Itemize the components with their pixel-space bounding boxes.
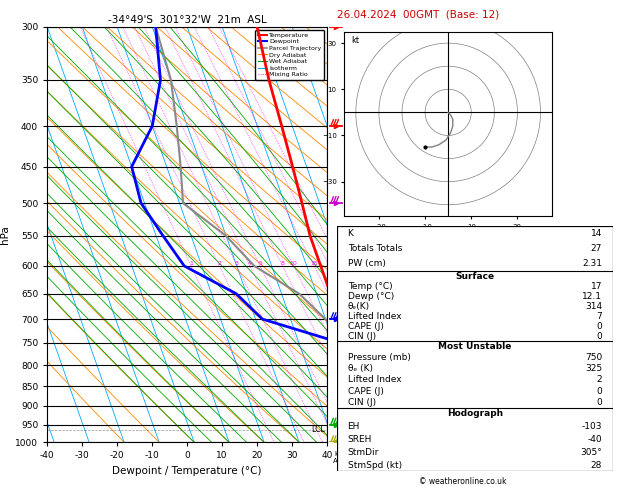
Text: 26.04.2024  00GMT  (Base: 12): 26.04.2024 00GMT (Base: 12): [337, 9, 499, 19]
Text: 7: 7: [596, 312, 602, 321]
Text: CAPE (J): CAPE (J): [348, 322, 384, 331]
Text: 2: 2: [218, 261, 221, 266]
Text: © weatheronline.co.uk: © weatheronline.co.uk: [418, 477, 506, 486]
Text: Dewp (°C): Dewp (°C): [348, 292, 394, 301]
Text: 314: 314: [585, 302, 602, 311]
Text: Temp (°C): Temp (°C): [348, 282, 392, 291]
Y-axis label: hPa: hPa: [0, 225, 9, 244]
Text: 15: 15: [310, 261, 318, 266]
Text: Totals Totals: Totals Totals: [348, 244, 402, 253]
Text: 27: 27: [591, 244, 602, 253]
Text: SREH: SREH: [348, 435, 372, 444]
Text: StmSpd (kt): StmSpd (kt): [348, 461, 402, 469]
Text: LCL: LCL: [311, 425, 325, 434]
Legend: Temperature, Dewpoint, Parcel Trajectory, Dry Adiabat, Wet Adiabat, Isotherm, Mi: Temperature, Dewpoint, Parcel Trajectory…: [255, 30, 324, 80]
Text: θₑ(K): θₑ(K): [348, 302, 370, 311]
Text: 10: 10: [289, 261, 298, 266]
Text: 0: 0: [596, 332, 602, 341]
Text: Surface: Surface: [455, 272, 494, 281]
X-axis label: Dewpoint / Temperature (°C): Dewpoint / Temperature (°C): [113, 466, 262, 476]
Text: 8: 8: [281, 261, 284, 266]
Text: Pressure (mb): Pressure (mb): [348, 353, 411, 363]
Text: kt: kt: [351, 36, 359, 45]
Text: 17: 17: [591, 282, 602, 291]
FancyBboxPatch shape: [337, 226, 613, 471]
Text: Lifted Index: Lifted Index: [348, 312, 401, 321]
Text: 0: 0: [596, 386, 602, 396]
Text: 3: 3: [235, 261, 239, 266]
Text: 2.31: 2.31: [582, 260, 602, 268]
Text: 2: 2: [596, 376, 602, 384]
Text: EH: EH: [348, 422, 360, 431]
Text: θₑ (K): θₑ (K): [348, 364, 372, 373]
Text: -103: -103: [582, 422, 602, 431]
Text: 305°: 305°: [581, 448, 602, 457]
Text: K: K: [348, 229, 353, 238]
Text: 750: 750: [585, 353, 602, 363]
Title: -34°49'S  301°32'W  21m  ASL: -34°49'S 301°32'W 21m ASL: [108, 15, 267, 25]
Text: StmDir: StmDir: [348, 448, 379, 457]
Text: km
ASL: km ASL: [333, 451, 346, 464]
Text: CIN (J): CIN (J): [348, 398, 376, 407]
Text: 1: 1: [189, 261, 193, 266]
Text: -40: -40: [587, 435, 602, 444]
Text: Most Unstable: Most Unstable: [438, 342, 511, 351]
Text: Lifted Index: Lifted Index: [348, 376, 401, 384]
Text: 4: 4: [248, 261, 252, 266]
Text: Hodograph: Hodograph: [447, 410, 503, 418]
Text: 0: 0: [596, 322, 602, 331]
Text: 0: 0: [596, 398, 602, 407]
Text: 5: 5: [258, 261, 262, 266]
Text: 12.1: 12.1: [582, 292, 602, 301]
Text: 28: 28: [591, 461, 602, 469]
Text: PW (cm): PW (cm): [348, 260, 386, 268]
Text: CAPE (J): CAPE (J): [348, 386, 384, 396]
Text: CIN (J): CIN (J): [348, 332, 376, 341]
Text: 325: 325: [585, 364, 602, 373]
Text: 14: 14: [591, 229, 602, 238]
